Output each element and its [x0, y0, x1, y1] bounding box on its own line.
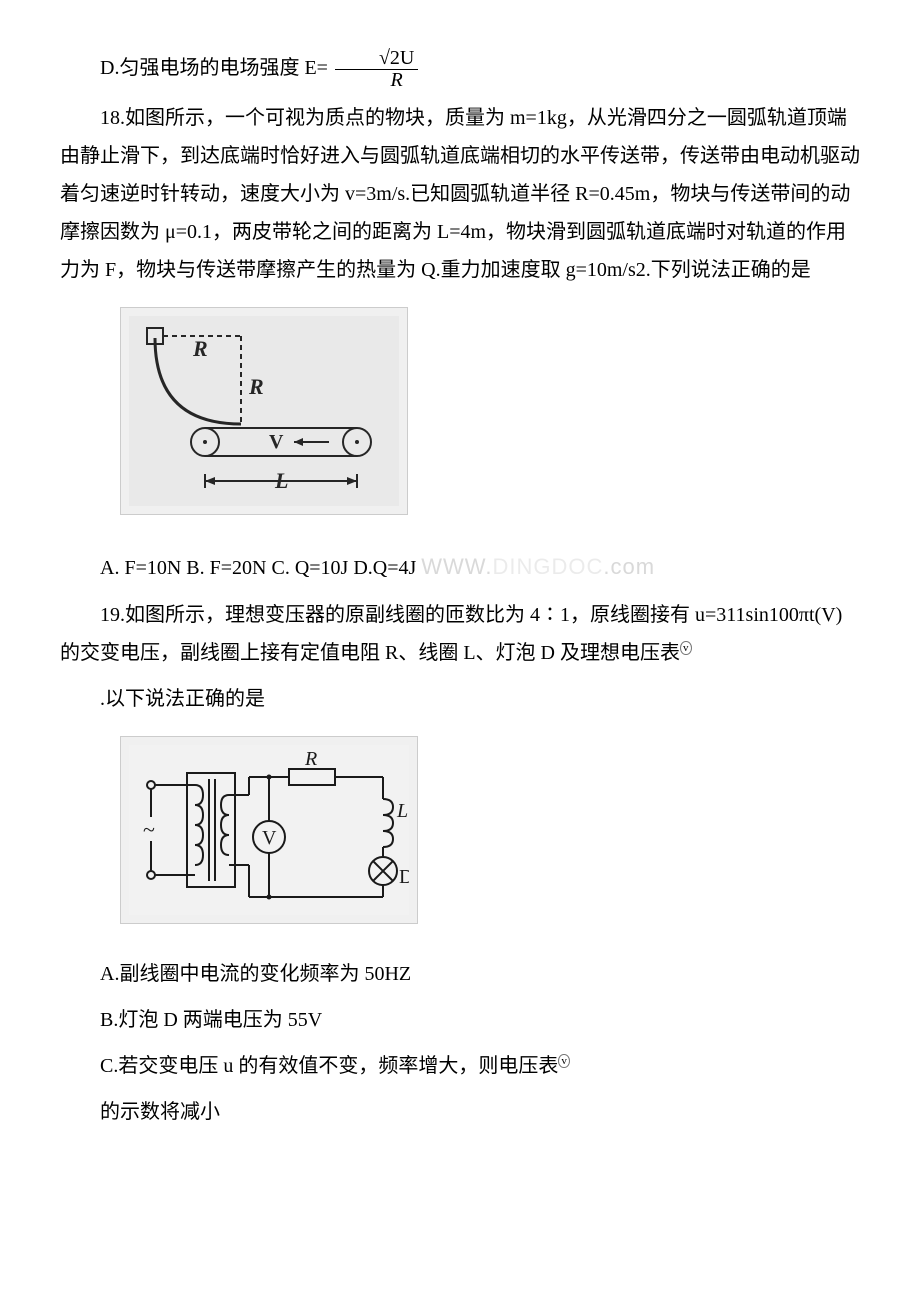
q17-d-frac-den: R: [335, 70, 418, 91]
q17-d-fraction: √2U R: [335, 48, 418, 91]
q17-d-text: D.匀强电场的电场强度 E=: [100, 57, 328, 79]
q19-option-c2: 的示数将减小: [60, 1093, 860, 1131]
resistor-R: [289, 769, 335, 785]
node-bot: [267, 894, 272, 899]
q19-figure: ~ R L D V: [120, 736, 418, 924]
q19-option-a: A.副线圈中电流的变化频率为 50HZ: [60, 955, 860, 993]
label-R-top: R: [192, 336, 208, 361]
q17-d-frac-num: √2U: [335, 48, 418, 70]
voltmeter-symbol-icon: v: [680, 641, 692, 655]
watermark-right: .com: [603, 554, 655, 579]
q19-stem-2: .以下说法正确的是: [60, 680, 860, 718]
q19-option-b: B.灯泡 D 两端电压为 55V: [60, 1001, 860, 1039]
label-L: L: [396, 800, 408, 822]
q19-c1-text: C.若交变电压 u 的有效值不变，频率增大，则电压表: [100, 1055, 558, 1077]
label-R-side: R: [248, 374, 264, 399]
q19-stem1-text: 19.如图所示，理想变压器的原副线圈的匝数比为 4∶1，原线圈接有 u=311s…: [60, 604, 842, 664]
q19-stem-1: 19.如图所示，理想变压器的原副线圈的匝数比为 4∶1，原线圈接有 u=311s…: [60, 596, 860, 672]
node-top: [267, 774, 272, 779]
q18-figure-svg: R R V L: [129, 316, 399, 506]
label-R: R: [304, 748, 317, 770]
label-V: V: [269, 431, 284, 453]
watermark: WWW.DINGDOC.com: [421, 554, 655, 579]
q18-stem: 18.如图所示，一个可视为质点的物块，质量为 m=1kg，从光滑四分之一圆弧轨道…: [60, 99, 860, 289]
pulley-left-dot: [203, 440, 207, 444]
label-D: D: [399, 866, 409, 888]
q18-figure: R R V L: [120, 307, 408, 515]
q19-figure-svg: ~ R L D V: [129, 745, 409, 915]
q17-option-d: D.匀强电场的电场强度 E= √2U R: [60, 48, 860, 91]
q18-fig-bg: [129, 316, 399, 506]
q19-option-c1: C.若交变电压 u 的有效值不变，频率增大，则电压表v: [60, 1047, 860, 1085]
ac-icon: ~: [143, 817, 155, 842]
label-L: L: [274, 468, 288, 493]
q18-options: A. F=10N B. F=20N C. Q=10J D.Q=4J WWW.DI…: [60, 546, 860, 588]
label-V: V: [262, 827, 277, 849]
watermark-left: WWW.: [421, 554, 492, 579]
pulley-right-dot: [355, 440, 359, 444]
voltmeter-symbol-icon-2: v: [558, 1054, 570, 1068]
q18-options-text: A. F=10N B. F=20N C. Q=10J D.Q=4J: [100, 557, 416, 579]
